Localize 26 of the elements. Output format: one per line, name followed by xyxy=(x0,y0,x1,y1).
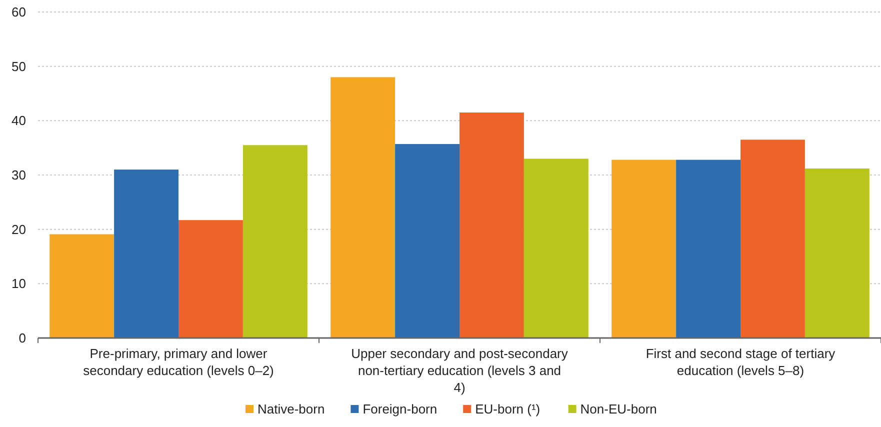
y-tick-label: 20 xyxy=(12,222,26,237)
bar xyxy=(524,158,588,338)
bar xyxy=(330,77,396,338)
bar xyxy=(676,160,740,338)
bar xyxy=(612,160,676,338)
bar xyxy=(50,234,114,338)
bar xyxy=(114,170,178,338)
bar xyxy=(804,168,870,338)
bar xyxy=(178,220,243,338)
y-tick-label: 50 xyxy=(12,58,26,74)
bar xyxy=(242,145,308,338)
bar xyxy=(460,112,524,338)
y-tick-label: 0 xyxy=(18,330,26,346)
x-tick-label: First and second stage of tertiary education (levels 5–8) xyxy=(646,346,836,378)
x-tick-label: Pre-primary, primary and lower secondary education (levels 0–2) xyxy=(83,346,274,378)
y-tick-label: 40 xyxy=(12,113,26,128)
legend-label: Foreign-born xyxy=(362,402,438,417)
legend-label: EU-born (¹) xyxy=(475,402,540,417)
bar xyxy=(395,144,460,338)
y-tick-label: 30 xyxy=(12,168,26,183)
y-tick-label: 10 xyxy=(12,276,26,292)
y-tick-label: 60 xyxy=(12,4,26,20)
legend-label: Non-EU-born xyxy=(580,402,657,417)
x-tick-label: Upper secondary and post-secondary non-tertiary education (levels 3 and 4) xyxy=(351,346,568,395)
bar xyxy=(740,140,805,338)
legend-label: Native-born xyxy=(258,402,325,417)
